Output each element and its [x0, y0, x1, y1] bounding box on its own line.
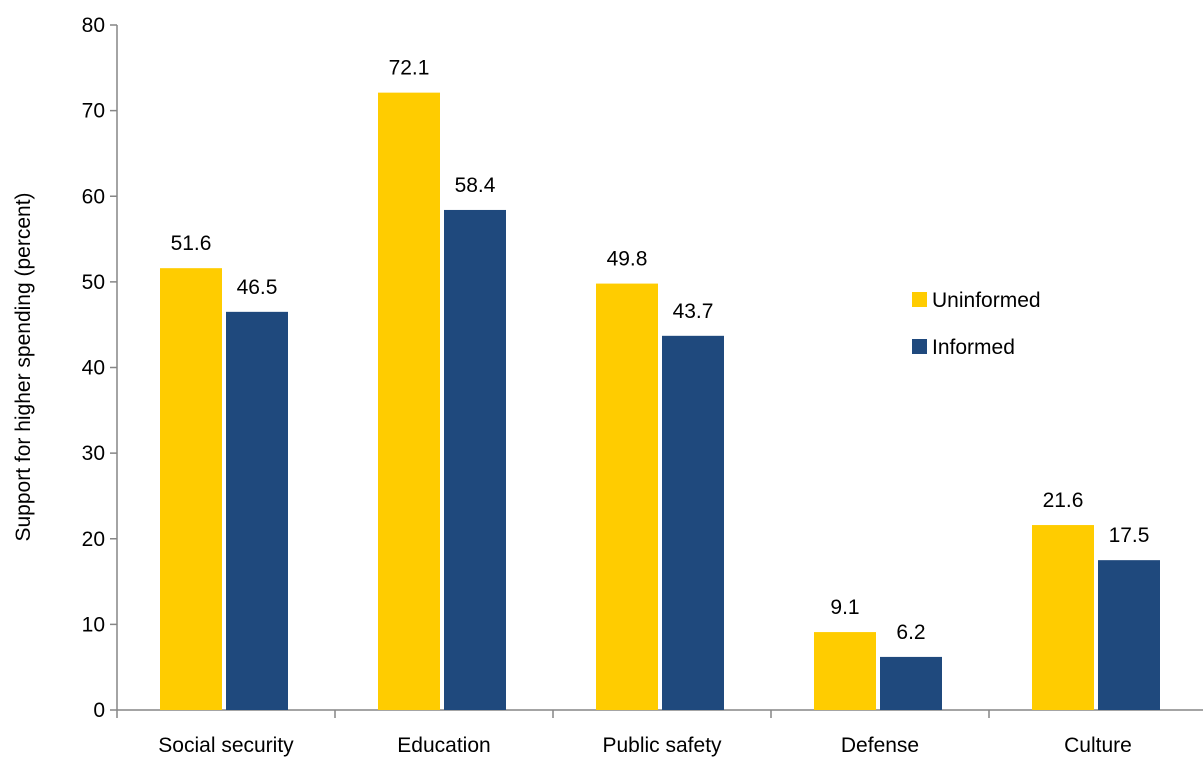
data-label: 58.4 [455, 174, 496, 197]
bar-uninformed-education [378, 92, 440, 711]
x-category-label: Education [397, 734, 490, 757]
data-label: 46.5 [237, 276, 278, 299]
data-label: 72.1 [389, 57, 430, 80]
legend-swatch-uninformed [912, 292, 927, 307]
data-label: 9.1 [830, 596, 859, 619]
data-label: 21.6 [1043, 489, 1084, 512]
bar-informed-public-safety [662, 335, 724, 710]
bar-informed-education [444, 209, 506, 710]
data-label: 49.8 [607, 248, 648, 271]
plot-area: 0 10 20 30 40 50 60 70 80 51.6 46.5 Social security… [82, 14, 1203, 757]
data-label: 6.2 [896, 621, 925, 644]
x-category-label: Defense [841, 734, 919, 757]
y-tick-label: 10 [82, 613, 105, 636]
y-tick-label: 60 [82, 185, 105, 208]
y-tick-label: 50 [82, 271, 105, 294]
bar-uninformed-defense [814, 632, 876, 710]
data-label: 51.6 [171, 232, 212, 255]
legend-label-uninformed: Uninformed [932, 289, 1041, 312]
bar-uninformed-culture [1032, 525, 1094, 710]
legend-swatch-informed [912, 339, 927, 354]
bar-uninformed-public-safety [596, 283, 658, 710]
legend-label-informed: Informed [932, 336, 1015, 359]
y-tick-label: 40 [82, 357, 105, 380]
y-tick-label: 0 [93, 699, 105, 722]
y-tick-label: 80 [82, 14, 105, 37]
legend: Uninformed Informed [912, 289, 1041, 359]
bar-informed-culture [1098, 560, 1160, 710]
data-label: 17.5 [1109, 524, 1150, 547]
y-axis-title: Support for higher spending (percent) [12, 192, 35, 541]
y-tick-label: 20 [82, 528, 105, 551]
y-tick-label: 70 [82, 100, 105, 123]
bar-informed-social-security [226, 311, 288, 710]
bar-informed-defense [880, 656, 942, 710]
x-category-label: Public safety [602, 734, 722, 757]
bar-uninformed-social-security [160, 268, 222, 710]
data-label: 43.7 [673, 300, 714, 323]
x-category-label: Culture [1064, 734, 1132, 757]
y-tick-label: 30 [82, 442, 105, 465]
x-category-label: Social security [158, 734, 294, 757]
